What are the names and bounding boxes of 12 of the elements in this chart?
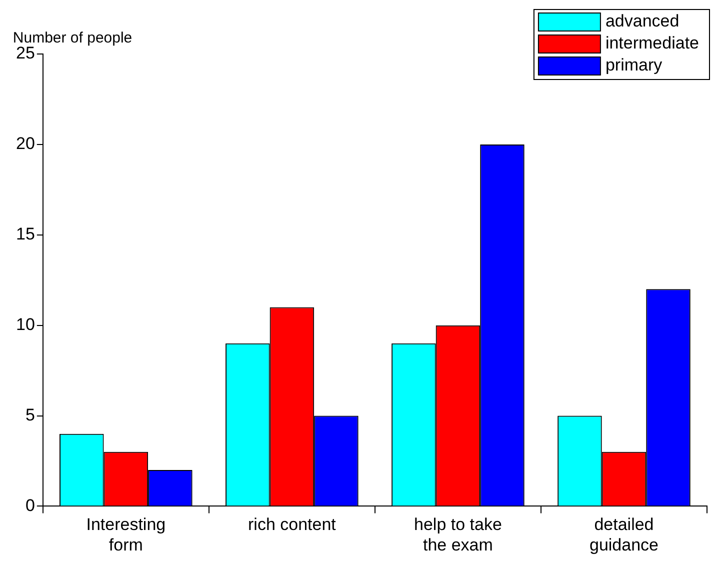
legend-label: primary: [605, 56, 663, 75]
y-tick-label: 10: [16, 315, 35, 334]
y-tick-label: 5: [25, 405, 35, 424]
x-tick-label: detailed guidance: [589, 515, 658, 554]
legend-label: advanced: [605, 12, 680, 31]
x-tick-label: rich content: [248, 515, 336, 534]
y-tick-label: 15: [16, 224, 35, 244]
x-tick-label: Interesting form: [86, 515, 166, 554]
y-tick-label: 20: [16, 134, 35, 154]
x-tick-label: help to take the exam: [414, 515, 502, 554]
legend-label: intermediate: [605, 34, 700, 53]
y-tick-label: 0: [25, 496, 35, 515]
